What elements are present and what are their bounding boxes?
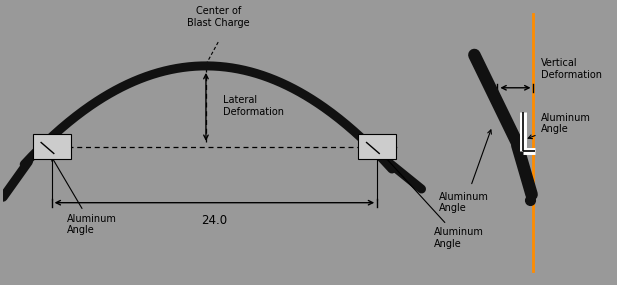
Text: Lateral
Deformation: Lateral Deformation [223,95,284,117]
Text: Vertical
Deformation: Vertical Deformation [540,58,602,80]
Text: Aluminum
Angle: Aluminum Angle [439,192,489,213]
Text: Center of
Blast Charge: Center of Blast Charge [188,6,250,28]
Bar [33,134,71,159]
Text: 24.0: 24.0 [201,214,228,227]
Text: Aluminum
Angle: Aluminum Angle [382,154,484,249]
Bar [358,134,396,159]
Text: Aluminum
Angle: Aluminum Angle [528,113,590,139]
Text: Aluminum
Angle: Aluminum Angle [52,157,117,235]
